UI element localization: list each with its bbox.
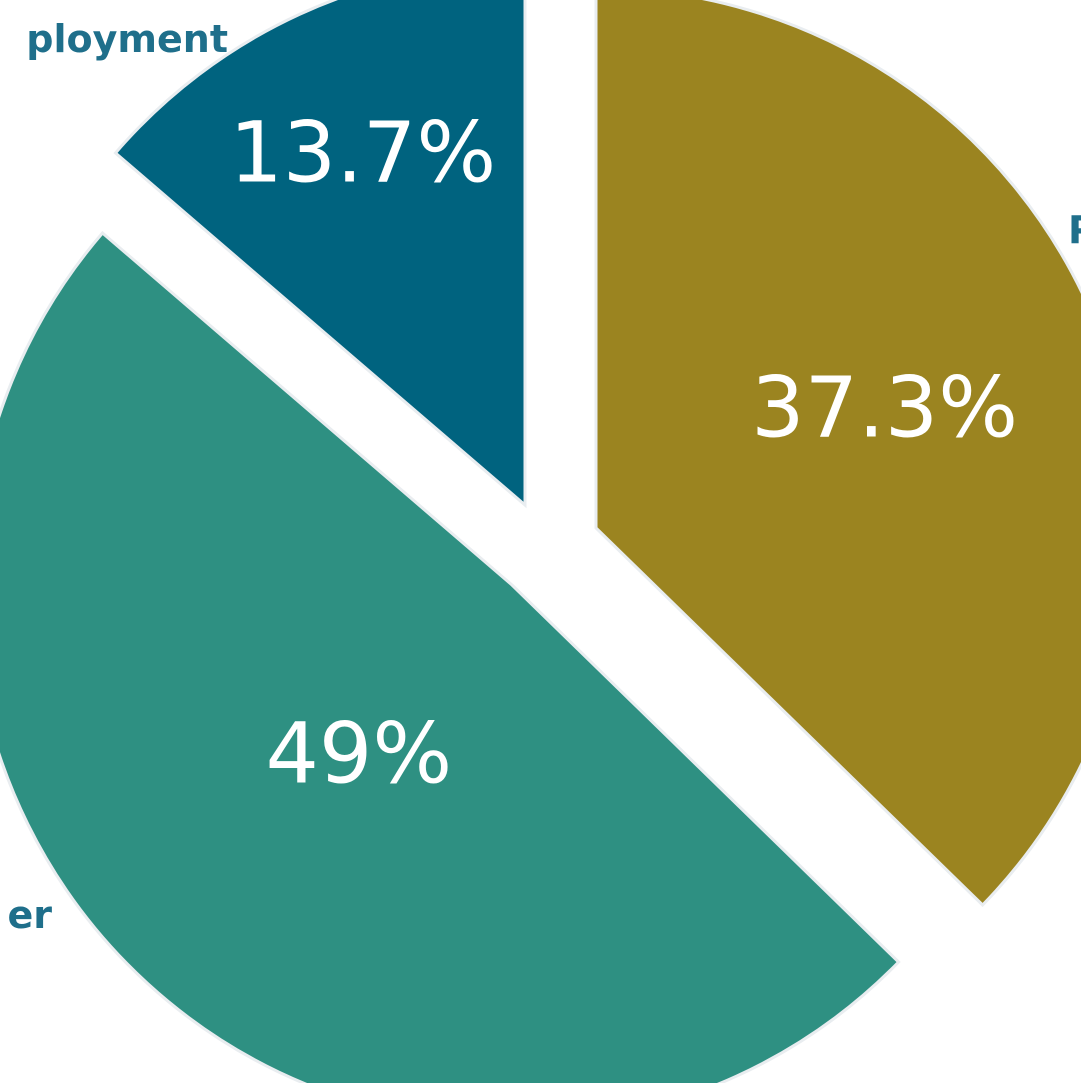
pie-slice	[0, 230, 901, 1083]
pie-percent-label: 37.3%	[751, 358, 1018, 456]
pie-slice	[113, 0, 527, 509]
pie-percent-label: 13.7%	[229, 104, 496, 202]
pie-percent-labels: 13.7% 37.3% 49%	[229, 104, 1018, 803]
pie-slice	[594, 0, 1081, 908]
pie-category-label: P	[1068, 208, 1081, 252]
pie-category-labels: ployment Per	[7, 17, 1081, 937]
pie-category-label: er	[7, 893, 52, 937]
pie-percent-label: 49%	[265, 704, 452, 802]
pie-category-label: ployment	[26, 17, 228, 61]
